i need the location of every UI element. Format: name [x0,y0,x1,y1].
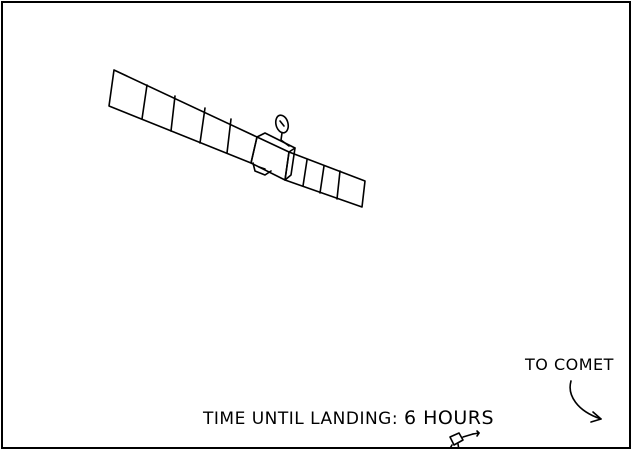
landing-countdown: TIME UNTIL LANDING: 6 HOURS [203,407,494,429]
spacecraft-scene [108,69,602,447]
left-solar-panel [108,69,258,164]
right-solar-panel [284,151,366,208]
countdown-value: 6 HOURS [403,407,495,429]
spacecraft-body [250,132,296,181]
countdown-prefix: TIME UNTIL LANDING: [203,409,399,429]
direction-arrow [569,380,602,423]
lander-probe [449,430,480,447]
antenna-dish [274,114,290,147]
to-comet-label: TO COMET [525,355,614,374]
